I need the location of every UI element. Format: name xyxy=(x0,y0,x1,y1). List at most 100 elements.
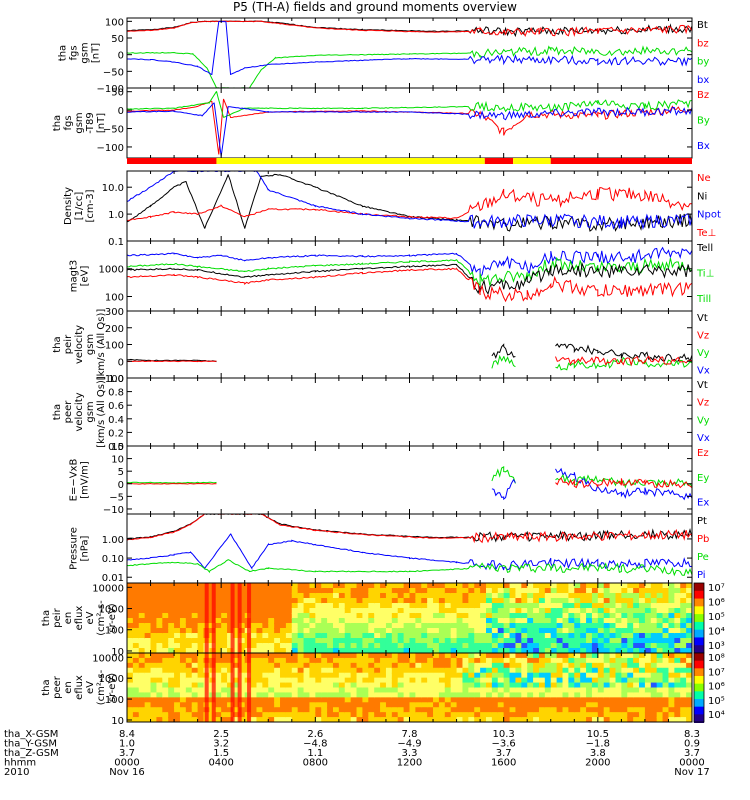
y-axis-label: en xyxy=(63,612,74,625)
panel-p9 xyxy=(126,582,705,654)
series-line-red xyxy=(127,186,692,222)
legend-entry: Vx xyxy=(697,365,710,376)
legend-entry: Te⊥ xyxy=(696,228,716,239)
y-tick-label: 10 xyxy=(111,647,124,658)
legend-entry: Pt xyxy=(697,516,707,527)
x-axis-value: 8.3 xyxy=(684,729,700,740)
series-line-blue xyxy=(127,533,692,572)
y-axis-label: tha xyxy=(52,336,63,352)
x-axis-value: 10.5 xyxy=(587,729,609,740)
y-tick-label: −5 xyxy=(109,492,124,503)
series-line-blue xyxy=(491,478,516,501)
y-axis-label: eV xyxy=(85,611,96,624)
y-tick-label: 1000 xyxy=(99,674,124,685)
y-tick-label: −100 xyxy=(97,84,124,95)
series-line-blue xyxy=(127,246,692,278)
legend-entry: Bz xyxy=(697,90,709,101)
series-line-green xyxy=(555,356,692,371)
y-tick-label: −50 xyxy=(103,67,124,78)
y-axis-label: [mV/m] xyxy=(80,461,91,499)
page-title: P5 (TH-A) fields and ground moments over… xyxy=(233,0,517,14)
y-tick-label: 100 xyxy=(105,341,124,352)
y-tick-label: 1.0 xyxy=(108,210,124,221)
panel-p3 xyxy=(126,170,693,242)
x-axis-value: 1600 xyxy=(491,758,516,769)
x-axis-value: 3.7 xyxy=(684,748,700,759)
y-axis-label: gsm xyxy=(74,112,85,133)
legend-entry: Pi xyxy=(697,570,706,581)
y-tick-label: 0.4 xyxy=(108,415,124,426)
colorbar-label: 10⁸ xyxy=(708,653,725,664)
x-axis-value: 3.2 xyxy=(213,739,229,750)
mode-bar-segment xyxy=(550,158,692,164)
y-tick-label: 10000 xyxy=(92,653,124,664)
spectrogram xyxy=(127,653,692,722)
colorbar-label: 10⁶ xyxy=(708,682,725,693)
y-axis-label: [nT] xyxy=(96,113,107,133)
y-tick-label: 0 xyxy=(118,51,124,62)
series-line-red xyxy=(127,360,217,363)
y-axis-label: Pressure xyxy=(69,527,80,570)
series-line-red xyxy=(127,20,692,38)
x-axis-value: 3.7 xyxy=(496,748,512,759)
y-tick-label: 5 xyxy=(118,467,124,478)
y-axis-label: fgs xyxy=(63,115,74,130)
x-axis-value: −1.8 xyxy=(586,739,610,750)
series-line-green xyxy=(127,91,692,118)
x-axis-value: Nov 16 xyxy=(109,767,144,778)
y-tick-label: −50 xyxy=(103,125,124,136)
series-line-red xyxy=(555,477,692,489)
legend-entry: Vz xyxy=(697,330,709,341)
legend-entry: bz xyxy=(697,38,709,49)
y-axis-label: fgs xyxy=(69,45,80,60)
y-axis-label: tha xyxy=(41,679,52,695)
panel-p2 xyxy=(126,87,693,159)
y-axis-label: velocity xyxy=(74,392,85,431)
y-axis-label: en xyxy=(63,681,74,694)
legend-entry: Bt xyxy=(697,20,708,31)
x-axis-row-label: tha_Z-GSM xyxy=(4,748,59,759)
y-tick-label: 1000 xyxy=(99,265,124,276)
legend-entry: Ni xyxy=(697,191,707,202)
panel-p10 xyxy=(126,652,705,723)
x-axis-value: Nov 17 xyxy=(674,767,709,778)
y-axis-label: tha xyxy=(52,115,63,131)
x-axis-row-label: tha_X-GSM xyxy=(4,729,58,740)
y-tick-label: 10 xyxy=(111,716,124,727)
y-axis-label: gsm xyxy=(85,401,96,422)
y-axis-label: peir xyxy=(52,607,63,627)
panel-p5 xyxy=(126,310,693,379)
y-axis-label: gsm xyxy=(80,42,91,63)
x-axis-value: 0000 xyxy=(114,758,139,769)
mode-bar-segment xyxy=(513,158,551,164)
y-tick-label: 100 xyxy=(105,17,124,28)
colorbar-label: 10⁵ xyxy=(708,612,725,623)
panel-p8 xyxy=(126,513,693,584)
y-tick-label: 1.0 xyxy=(108,374,124,385)
series-line-red xyxy=(127,267,692,303)
legend-entry: Tell xyxy=(696,243,713,254)
series-line-green xyxy=(127,481,217,484)
legend-entry: Vy xyxy=(697,348,710,359)
y-axis-label: [nT] xyxy=(91,43,102,63)
legend-entry: by xyxy=(697,57,709,68)
y-tick-label: 300 xyxy=(105,307,124,318)
y-tick-label: 0.10 xyxy=(102,554,124,565)
y-tick-label: −10 xyxy=(103,505,124,516)
x-axis-row-label: 2010 xyxy=(4,767,29,778)
colorbar-label: 10⁶ xyxy=(708,598,725,609)
x-axis-value: 1200 xyxy=(397,758,422,769)
series-line-red xyxy=(555,355,692,367)
y-tick-label: 50 xyxy=(111,34,124,45)
legend-entry: Pb xyxy=(697,534,709,545)
spectrogram xyxy=(127,583,692,653)
colorbar-label: 10⁴ xyxy=(708,710,725,721)
panel-p6 xyxy=(126,377,693,447)
legend-entry: Ne xyxy=(697,173,711,184)
y-tick-label: −100 xyxy=(97,143,124,154)
legend-entry: Vx xyxy=(697,433,710,444)
series-line-black xyxy=(127,173,692,232)
x-axis-value: −3.6 xyxy=(492,739,516,750)
legend-entry: Vy xyxy=(697,415,710,426)
